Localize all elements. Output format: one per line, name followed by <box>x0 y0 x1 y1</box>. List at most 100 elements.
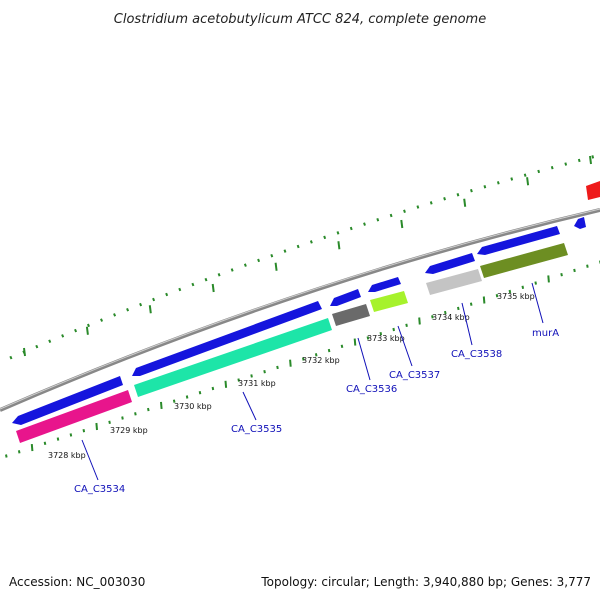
leader-line <box>357 337 371 381</box>
tick-label: 3729 kbp <box>110 426 148 435</box>
scale-tick <box>379 332 383 336</box>
cds-arrow-3[interactable] <box>330 289 361 306</box>
scale-tick <box>586 264 589 268</box>
scale-tick <box>134 412 137 416</box>
tick-label: 3735 kbp <box>497 292 535 301</box>
feature-aqua[interactable] <box>134 318 332 397</box>
rrna-red-feature[interactable] <box>586 181 600 200</box>
scale-tick <box>224 380 228 388</box>
gene-label-ca-c3536[interactable]: CA_C3536 <box>346 384 397 395</box>
gene-label-mura[interactable]: murA <box>532 328 559 339</box>
scale-tick <box>56 437 60 441</box>
scale-tick <box>560 273 563 277</box>
outer-major-ticks <box>23 155 592 357</box>
genome-backbone-highlight <box>0 208 600 410</box>
scale-tick <box>185 395 189 399</box>
scale-tick <box>172 399 176 403</box>
tick-label: 3733 kbp <box>367 334 405 343</box>
scale-tick <box>353 338 357 346</box>
scale-tick <box>276 365 279 370</box>
scale-tick <box>121 416 124 420</box>
outer-tick <box>337 241 341 250</box>
feature-lime[interactable] <box>370 291 408 312</box>
outer-tick <box>526 177 530 186</box>
leader-line <box>81 439 99 481</box>
outer-tick <box>85 326 89 335</box>
scale-tick <box>250 374 253 378</box>
scale-tick <box>431 315 434 319</box>
tick-label: 3731 kbp <box>238 379 276 388</box>
scale-tick <box>30 444 34 452</box>
scale-tick <box>521 285 525 289</box>
scale-tick <box>444 310 447 315</box>
outer-tick <box>23 347 26 357</box>
scale-tick <box>573 268 576 273</box>
feature-lightgray[interactable] <box>426 269 482 295</box>
scale-tick <box>508 289 512 294</box>
tick-label: 3734 kbp <box>432 313 470 322</box>
scale-tick <box>198 391 202 395</box>
tick-label: 3732 kbp <box>302 356 340 365</box>
scale-tick <box>534 281 537 285</box>
outer-tick <box>463 198 467 207</box>
leader-line <box>397 325 413 367</box>
feature-olive[interactable] <box>480 243 568 278</box>
scale-tick <box>17 450 21 454</box>
gene-label-ca-c3534[interactable]: CA_C3534 <box>74 484 125 495</box>
cds-arrow-5[interactable] <box>425 253 475 274</box>
leader-line <box>531 282 544 324</box>
scale-tick <box>392 327 395 332</box>
outer-tick <box>211 283 215 293</box>
cds-arrow-2[interactable] <box>132 301 322 376</box>
scale-tick <box>95 422 98 431</box>
scale-tick <box>237 378 240 382</box>
feature-darkgray[interactable] <box>332 304 370 326</box>
scale-tick <box>5 454 8 458</box>
scale-tick <box>469 302 473 306</box>
scale-tick <box>82 429 86 433</box>
scale-tick <box>263 370 266 374</box>
scale-tick <box>327 348 331 353</box>
leader-line <box>461 302 473 346</box>
map-title: Clostridium acetobutylicum ATCC 824, com… <box>114 12 486 27</box>
scale-tick <box>69 433 73 437</box>
inner-scale-ticks <box>5 260 600 458</box>
scale-tick <box>482 296 486 304</box>
genome-backbone <box>0 208 600 412</box>
cds-arrow-4[interactable] <box>368 277 401 292</box>
scale-tick <box>457 306 460 311</box>
scale-tick <box>211 386 215 391</box>
gene-label-ca-c3537[interactable]: CA_C3537 <box>389 370 440 381</box>
scale-tick <box>160 401 163 409</box>
scale-tick <box>108 420 111 424</box>
outer-tick <box>589 155 592 165</box>
scale-tick <box>302 357 305 361</box>
scale-tick <box>147 407 150 412</box>
scale-tick <box>495 294 499 298</box>
scale-tick <box>418 317 421 325</box>
forward-strand-features <box>12 181 600 425</box>
genome-summary-text: Topology: circular; Length: 3,940,880 bp… <box>260 575 591 589</box>
reverse-strand-features <box>16 243 568 443</box>
scale-tick <box>43 441 47 445</box>
gene-labels: CA_C3534 CA_C3535 CA_C3536 CA_C3537 CA_C… <box>74 328 559 495</box>
scale-labels: 3728 kbp 3729 kbp 3730 kbp 3731 kbp 3732… <box>48 292 535 460</box>
scale-tick <box>547 275 550 283</box>
gene-label-ca-c3535[interactable]: CA_C3535 <box>231 424 282 435</box>
scale-tick <box>340 344 344 348</box>
tick-label: 3730 kbp <box>174 402 212 411</box>
leader-line <box>242 391 257 421</box>
cds-arrow-6[interactable] <box>477 226 560 255</box>
feature-pink[interactable] <box>16 390 132 443</box>
gene-leader-lines <box>81 282 544 481</box>
outer-tick <box>148 305 152 314</box>
scale-tick <box>289 359 292 367</box>
outer-tick <box>400 219 404 229</box>
scale-tick <box>366 336 370 340</box>
cds-arrow-1[interactable] <box>12 376 123 425</box>
scale-tick <box>314 353 318 357</box>
cds-arrow-7[interactable] <box>574 217 586 229</box>
gene-label-ca-c3538[interactable]: CA_C3538 <box>451 349 502 360</box>
tick-label: 3728 kbp <box>48 451 86 460</box>
